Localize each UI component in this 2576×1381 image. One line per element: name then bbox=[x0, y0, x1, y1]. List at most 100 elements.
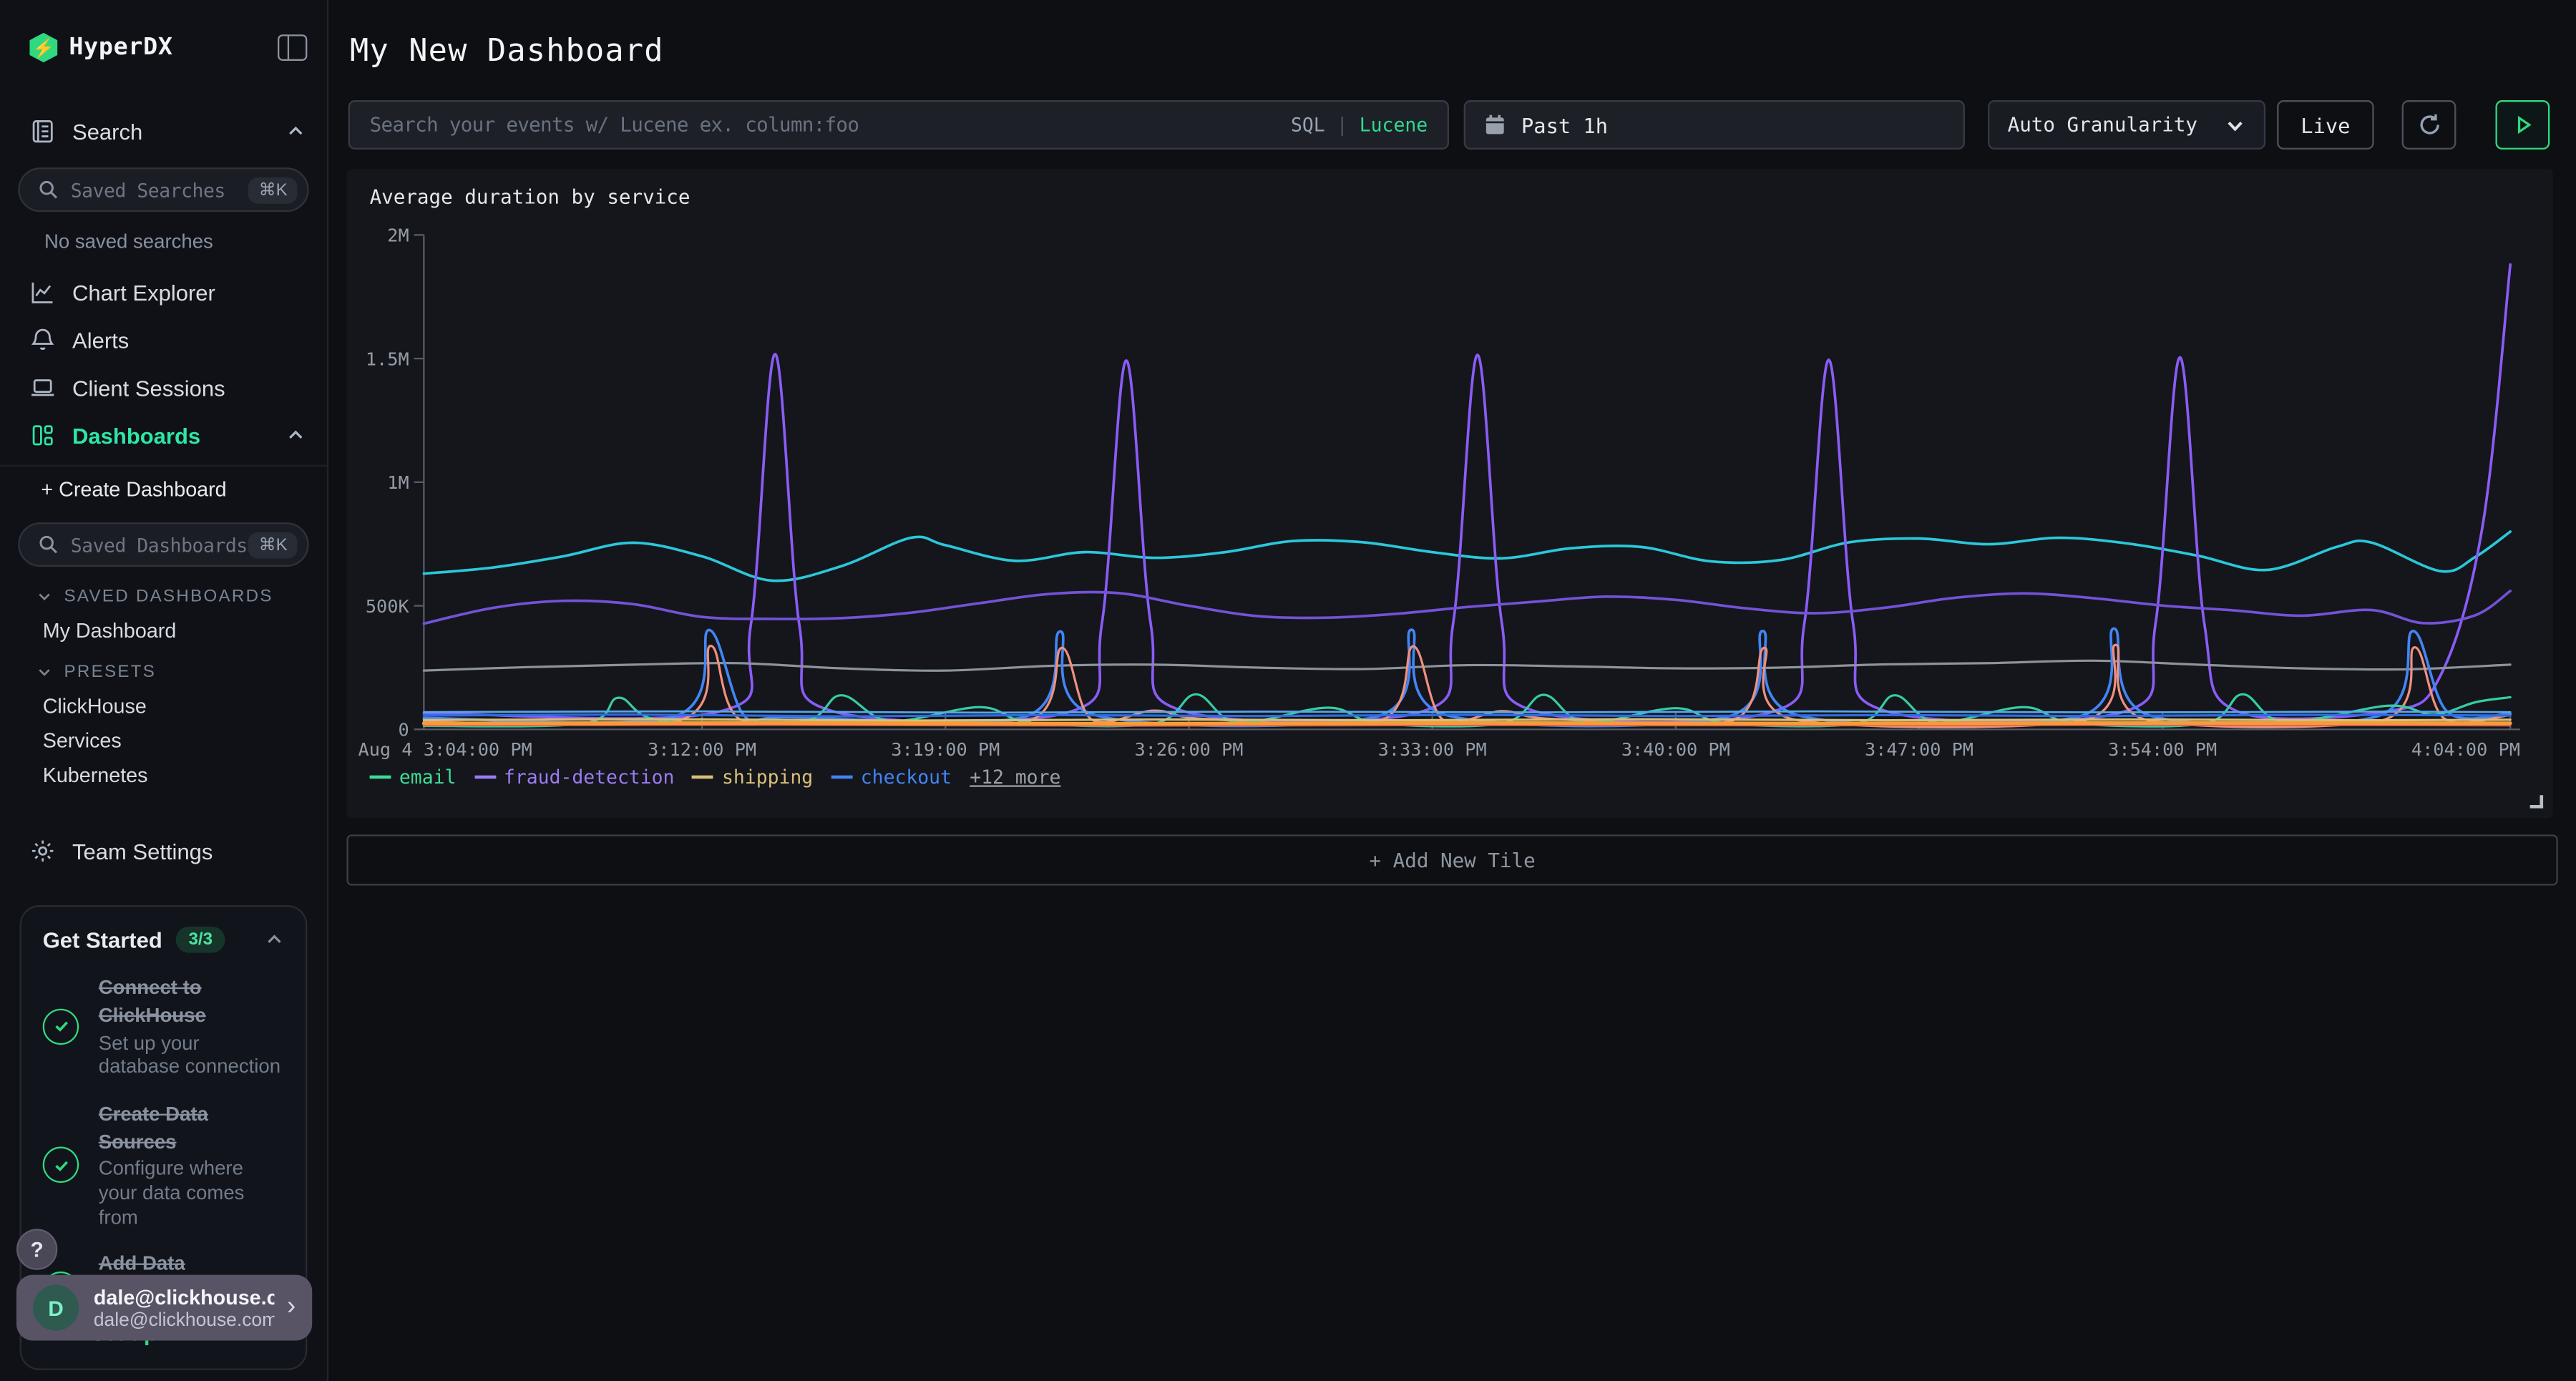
y-tick-label: 500K bbox=[366, 596, 410, 617]
collapse-sidebar-icon[interactable] bbox=[278, 34, 308, 61]
bell-icon bbox=[31, 328, 54, 350]
hyperdx-logo-icon: ⚡ bbox=[29, 32, 58, 63]
get-started-item-title: Add Data bbox=[98, 1252, 185, 1276]
preset-item-clickhouse[interactable]: ClickHouse bbox=[42, 695, 147, 718]
sidebar-item-label: Alerts bbox=[72, 328, 130, 353]
x-tick-label: 4:04:00 PM bbox=[2411, 739, 2520, 760]
event-search-input[interactable]: Search your events w/ Lucene ex. column:… bbox=[348, 100, 1449, 150]
user-email: dale@clickhouse.com bbox=[93, 1285, 275, 1309]
refresh-icon bbox=[2419, 114, 2439, 135]
series-line-blue-flat bbox=[422, 713, 2512, 718]
sidebar-item-label: Chart Explorer bbox=[72, 280, 215, 305]
series-line-violet-wave bbox=[422, 590, 2512, 625]
gear-icon bbox=[31, 840, 54, 862]
x-tick-label: 3:19:00 PM bbox=[891, 739, 1000, 760]
language-toggle-lucene[interactable]: Lucene bbox=[1359, 113, 1428, 137]
refresh-button[interactable] bbox=[2401, 100, 2457, 150]
tile-resize-handle[interactable] bbox=[2529, 795, 2544, 809]
legend-item[interactable]: checkout bbox=[831, 765, 952, 789]
language-toggle-sql[interactable]: SQL bbox=[1290, 113, 1325, 137]
page-title: My New Dashboard bbox=[350, 32, 664, 69]
event-search-placeholder: Search your events w/ Lucene ex. column:… bbox=[369, 113, 859, 137]
sidebar-item-chart-explorer[interactable]: Chart Explorer bbox=[0, 270, 328, 316]
user-account-button[interactable]: D dale@clickhouse.com dale@clickhouse.co… bbox=[16, 1274, 313, 1341]
sidebar-item-team-settings[interactable]: Team Settings bbox=[0, 828, 328, 874]
saved-dashboards-input[interactable]: Saved Dashboards ⌘K bbox=[18, 522, 309, 567]
sidebar-item-search[interactable]: Search bbox=[0, 109, 328, 155]
language-toggle-separator: | bbox=[1336, 113, 1348, 137]
search-icon bbox=[39, 535, 58, 554]
chevron-up-icon bbox=[289, 430, 303, 439]
get-started-progress-badge: 3/3 bbox=[175, 926, 226, 953]
sidebar-item-label: Search bbox=[72, 119, 143, 144]
help-button[interactable]: ? bbox=[16, 1229, 58, 1270]
legend-label: checkout bbox=[860, 765, 952, 789]
dashboard-tile[interactable]: Average duration by service 0 500K 1M 1.5M 2… bbox=[346, 169, 2553, 819]
legend-swatch bbox=[369, 775, 391, 779]
x-tick-label: 3:26:00 PM bbox=[1134, 739, 1243, 760]
chevron-down-icon bbox=[2228, 120, 2243, 131]
add-new-tile-button[interactable]: + Add New Tile bbox=[346, 834, 2558, 886]
journal-search-icon bbox=[32, 120, 53, 143]
series-line-lightblue-flat bbox=[422, 710, 2512, 714]
granularity-value: Auto Granularity bbox=[2007, 113, 2198, 137]
chevron-right-icon: › bbox=[287, 1292, 296, 1321]
preset-item-kubernetes[interactable]: Kubernetes bbox=[42, 763, 148, 787]
x-tick-label: 3:40:00 PM bbox=[1621, 739, 1730, 760]
search-icon bbox=[39, 180, 58, 199]
run-query-button[interactable] bbox=[2495, 100, 2550, 150]
series-line-shipping bbox=[422, 718, 2512, 722]
calendar-icon bbox=[1485, 114, 1504, 135]
sidebar-item-client-sessions[interactable]: Client Sessions bbox=[0, 365, 328, 411]
tile-title: Average duration by service bbox=[369, 185, 691, 209]
cmd-k-shortcut-badge: ⌘K bbox=[248, 531, 298, 558]
avatar: D bbox=[32, 1284, 79, 1331]
y-tick-label: 1.5M bbox=[366, 348, 409, 369]
live-button[interactable]: Live bbox=[2277, 100, 2374, 150]
get-started-item[interactable]: Connect to ClickHouse Set up your databa… bbox=[42, 974, 284, 1079]
chevron-down-icon bbox=[39, 593, 50, 601]
sidebar-item-alerts[interactable]: Alerts bbox=[0, 317, 328, 363]
presets-section-header[interactable]: PRESETS bbox=[36, 662, 157, 682]
series-line-red-flat bbox=[422, 723, 2512, 727]
legend-item[interactable]: shipping bbox=[692, 766, 813, 789]
get-started-item-desc: Configure where your data comes from bbox=[98, 1157, 245, 1229]
y-tick-label: 1M bbox=[387, 472, 409, 493]
y-tick-label: 0 bbox=[398, 720, 409, 741]
get-started-title: Get Started bbox=[42, 927, 162, 952]
preset-item-services[interactable]: Services bbox=[42, 729, 122, 753]
x-tick-label: 3:12:00 PM bbox=[648, 739, 756, 760]
sidebar-item-dashboards[interactable]: Dashboards bbox=[0, 412, 328, 458]
legend-more-link[interactable]: +12 more bbox=[970, 765, 1061, 789]
laptop-icon bbox=[31, 379, 54, 396]
sidebar-item-label: Dashboards bbox=[72, 423, 201, 448]
get-started-item[interactable]: Create Data Sources Configure where your… bbox=[42, 1101, 284, 1229]
chart-legend: email fraud-detection shipping checkout +12… bbox=[369, 765, 1061, 789]
granularity-select[interactable]: Auto Granularity bbox=[1988, 100, 2266, 150]
x-tick-label: Aug 4 3:04:00 PM bbox=[358, 739, 532, 760]
main-content: My New Dashboard Search your events w/ L… bbox=[330, 0, 2576, 1381]
cmd-k-shortcut-badge: ⌘K bbox=[248, 176, 298, 203]
saved-searches-input[interactable]: Saved Searches ⌘K bbox=[18, 167, 309, 213]
line-chart: 0 500K 1M 1.5M 2M Aug 4 3:04:00 PM 3:12:00 PM 3… bbox=[358, 225, 2520, 760]
check-circle-icon bbox=[42, 1008, 79, 1045]
chevron-up-icon[interactable] bbox=[265, 929, 285, 950]
x-tick-label: 3:47:00 PM bbox=[1865, 739, 1974, 760]
user-team: dale@clickhouse.com's bbox=[93, 1309, 275, 1330]
brand-name: HyperDX bbox=[69, 34, 173, 61]
create-dashboard-button[interactable]: + Create Dashboard bbox=[41, 478, 227, 502]
time-range-picker[interactable]: Past 1h bbox=[1463, 100, 1965, 150]
chevron-down-icon bbox=[39, 669, 50, 676]
legend-item[interactable]: email bbox=[369, 766, 456, 789]
legend-item[interactable]: fraud-detection bbox=[474, 766, 674, 789]
get-started-item-desc: Set up your database connection bbox=[98, 1030, 281, 1078]
check-circle-icon bbox=[42, 1146, 79, 1184]
saved-dashboards-section-header[interactable]: SAVED DASHBOARDS bbox=[36, 587, 273, 606]
series-line-fraud-detection bbox=[422, 263, 2512, 724]
saved-dashboard-item[interactable]: My Dashboard bbox=[42, 619, 177, 643]
no-saved-searches-note: No saved searches bbox=[44, 230, 213, 253]
sidebar-divider bbox=[0, 464, 327, 467]
saved-searches-placeholder: Saved Searches bbox=[70, 178, 226, 202]
play-icon bbox=[2517, 115, 2531, 135]
